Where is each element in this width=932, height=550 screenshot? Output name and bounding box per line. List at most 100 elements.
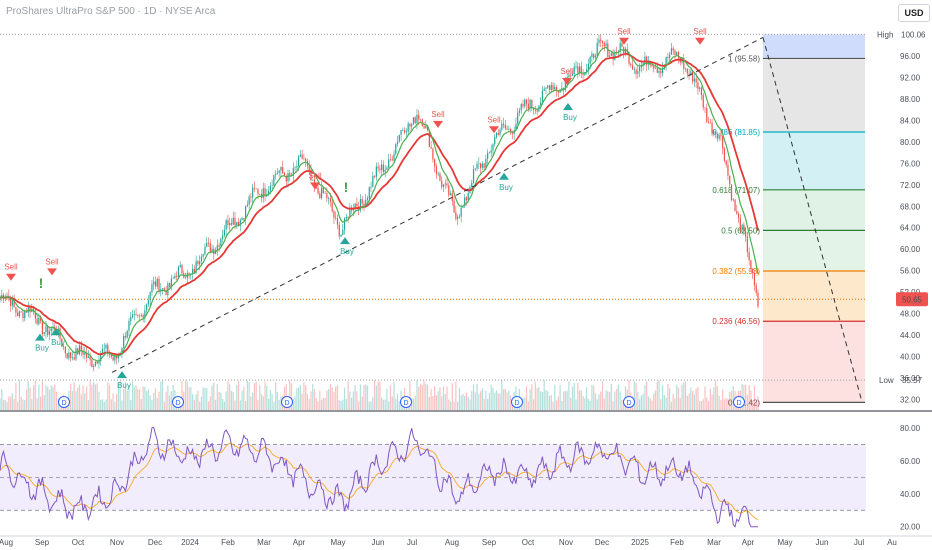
candle-body [686,68,688,74]
candle-body [690,71,692,75]
volume-bar [310,391,312,410]
candle-body [442,184,445,187]
candle-body [181,265,183,274]
candle-body [36,318,38,324]
candle-body [246,204,248,206]
candle-body [287,172,289,182]
dividend-label: D [736,400,741,407]
volume-bar [457,401,459,410]
volume-bar [55,391,58,410]
candle-body [570,74,572,76]
candle-body [540,102,542,106]
time-tick-label: Jun [372,538,385,547]
volume-bar [653,393,655,410]
volume-bar [190,387,192,410]
candle-body [359,199,362,211]
volume-bar [426,384,429,410]
candle-body [126,330,128,338]
volume-bar [453,401,455,410]
rsi-ma-line [0,442,759,521]
volume-bar [720,399,722,410]
volume-bar [264,381,266,410]
candle-body [110,354,112,357]
volume-bar [605,390,607,410]
candle-body [723,148,726,161]
volume-bar [267,398,270,410]
volume-bar [527,401,529,410]
fib-zones: 1 (95.58)0.786 (81.85)0.618 (71.07)0.5 (… [712,34,865,407]
candle-body [435,166,438,175]
volume-bar [748,385,750,410]
volume-bar [497,393,499,410]
candle-body [729,175,731,185]
candle-body [446,183,448,186]
candle-body [727,164,729,176]
candle-body [665,56,667,67]
candle-body [501,123,503,130]
volume-bar [722,389,724,410]
volume-bar [227,381,229,410]
candle-body [388,159,390,168]
dividend-label: D [61,400,66,407]
candle-body [656,68,658,73]
candle-body [54,326,56,332]
fib-zone [763,58,865,133]
candle-body [608,55,611,57]
volume-bar [607,391,609,410]
candle-body [59,328,61,339]
volume-bar [40,396,42,410]
volume-bar [345,399,347,410]
volume-bar [393,381,395,410]
candle-body [382,164,385,173]
candle-body [564,81,567,90]
volume-bar [43,395,45,410]
candle-body [70,352,72,358]
volume-bar [455,381,457,410]
candle-body [474,168,476,170]
time-tick-label: Feb [670,538,684,547]
volume-bar [119,380,121,410]
volume-bar [559,384,561,410]
candle-body [112,356,114,361]
buy-arrow [340,237,350,245]
volume-bar [8,396,10,410]
sell-label: Sell [308,172,322,181]
time-tick-label: Sep [482,538,497,547]
candle-body [642,63,644,65]
volume-bar [186,381,188,410]
volume-bar [755,401,757,410]
candle-body [333,211,335,218]
candle-body [239,219,241,226]
candle-body [425,125,427,129]
candle-body [398,134,400,142]
volume-bar [416,380,418,410]
volume-bar [211,385,213,410]
currency-button[interactable]: USD [898,4,930,22]
candle-body [280,167,282,171]
volume-bar [250,396,252,410]
candle-body [24,311,26,319]
volume-bar [681,384,683,410]
volume-bar [564,391,567,410]
volume-bar [750,390,752,410]
candle-body [237,221,240,226]
volume-bar [531,384,533,410]
time-tick-label: Jul [407,538,417,547]
volume-bar [614,391,616,410]
volume-bar [275,382,277,410]
candle-body [218,245,220,247]
sell-label: Sell [617,27,631,36]
candle-body [695,78,697,83]
sell-arrow [6,273,16,281]
volume-bar [414,395,416,410]
volume-bar [386,388,388,410]
volume-bar [370,401,372,410]
candle-body [739,217,741,231]
volume-bar [674,398,676,410]
candle-body [453,200,455,213]
volume-bar [706,397,708,410]
dividend-marker [58,396,70,408]
candle-body [68,352,70,359]
candle-body [607,43,609,57]
